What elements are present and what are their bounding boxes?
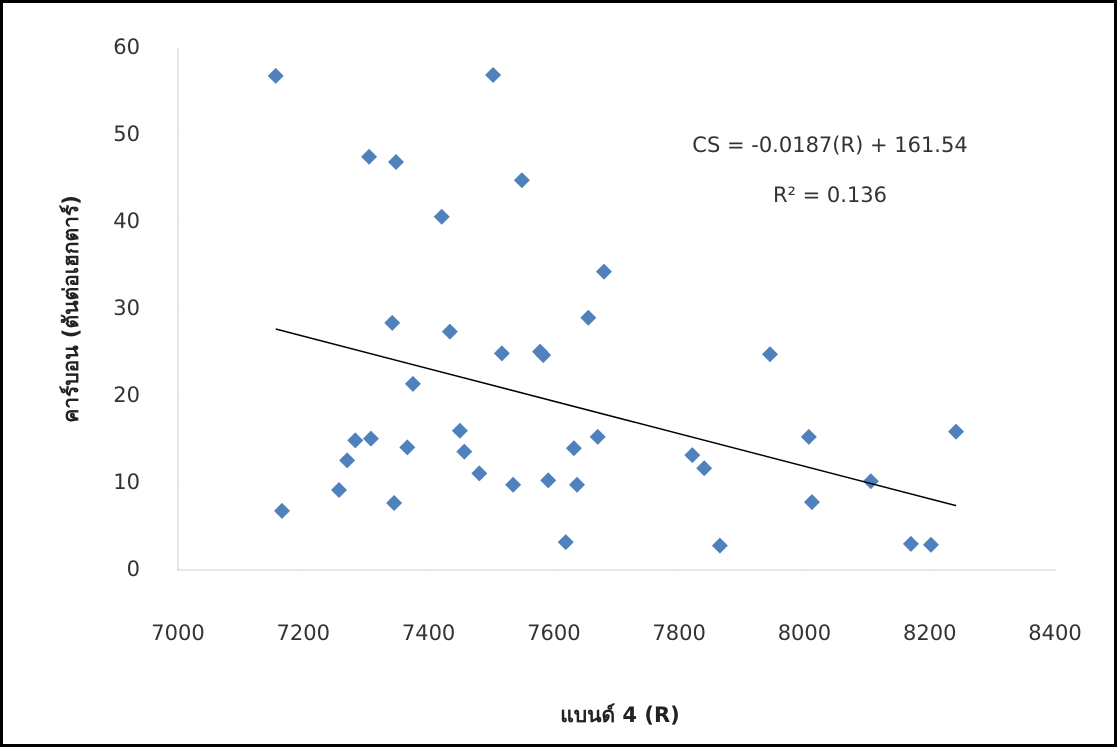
- scatter-point: [922, 536, 939, 553]
- equation: CS = -0.0187(R) + 161.54: [692, 133, 967, 157]
- scatter-point: [387, 153, 404, 170]
- r-squared: R² = 0.136: [773, 183, 887, 207]
- scatter-point: [273, 502, 290, 519]
- scatter-point: [711, 537, 728, 554]
- scatter-point: [569, 476, 586, 493]
- x-tick-label: 8400: [1028, 621, 1081, 645]
- scatter-point: [557, 534, 574, 551]
- scatter-point: [902, 535, 919, 552]
- y-tick-label: 20: [113, 383, 140, 407]
- x-tick-label: 7200: [277, 621, 330, 645]
- scatter-point: [362, 430, 379, 447]
- scatter-point: [589, 428, 606, 445]
- y-axis-title: คาร์บอน (ตันต่อเฮกตาร์): [59, 195, 83, 423]
- scatter-point: [471, 465, 488, 482]
- y-tick-label: 60: [113, 35, 140, 59]
- y-tick-label: 10: [113, 470, 140, 494]
- scatter-point: [696, 460, 713, 477]
- scatter-point: [485, 66, 502, 83]
- scatter-point: [505, 476, 522, 493]
- scatter-point: [361, 148, 378, 165]
- x-tick-label: 7400: [402, 621, 455, 645]
- x-axis-title: แบนด์ 4 (R): [560, 703, 679, 727]
- scatter-point: [580, 309, 597, 326]
- scatter-point: [384, 314, 401, 331]
- scatter-point: [513, 172, 530, 189]
- y-tick-label: 30: [113, 296, 140, 320]
- scatter-point: [404, 375, 421, 392]
- scatter-point: [540, 472, 557, 489]
- y-tick-label: 40: [113, 209, 140, 233]
- scatter-point: [761, 346, 778, 363]
- scatter-point: [451, 422, 468, 439]
- scatter-point: [595, 263, 612, 280]
- scatter-point: [493, 345, 510, 362]
- scatter-point: [347, 432, 364, 449]
- y-tick-label: 50: [113, 122, 140, 146]
- x-tick-label: 7000: [151, 621, 204, 645]
- x-tick-label: 7800: [652, 621, 705, 645]
- x-tick-label: 7600: [527, 621, 580, 645]
- x-tick-label: 8200: [903, 621, 956, 645]
- trendline: [275, 328, 957, 507]
- scatter-point: [441, 323, 458, 340]
- x-tick-label: 8000: [778, 621, 831, 645]
- scatter-point: [330, 481, 347, 498]
- y-tick-label: 0: [127, 557, 140, 581]
- scatter-point: [800, 428, 817, 445]
- scatter-point: [803, 494, 820, 511]
- scatter-point: [267, 67, 284, 84]
- scatter-point: [386, 495, 403, 512]
- scatter-point: [684, 447, 701, 464]
- scatter-point: [948, 423, 965, 440]
- scatter-point: [339, 452, 356, 469]
- scatter-point: [399, 439, 416, 456]
- scatter-point: [456, 443, 473, 460]
- scatter-point: [433, 208, 450, 225]
- scatter-point: [565, 440, 582, 457]
- scatter-point: [862, 473, 879, 490]
- scatter-point: [535, 347, 552, 364]
